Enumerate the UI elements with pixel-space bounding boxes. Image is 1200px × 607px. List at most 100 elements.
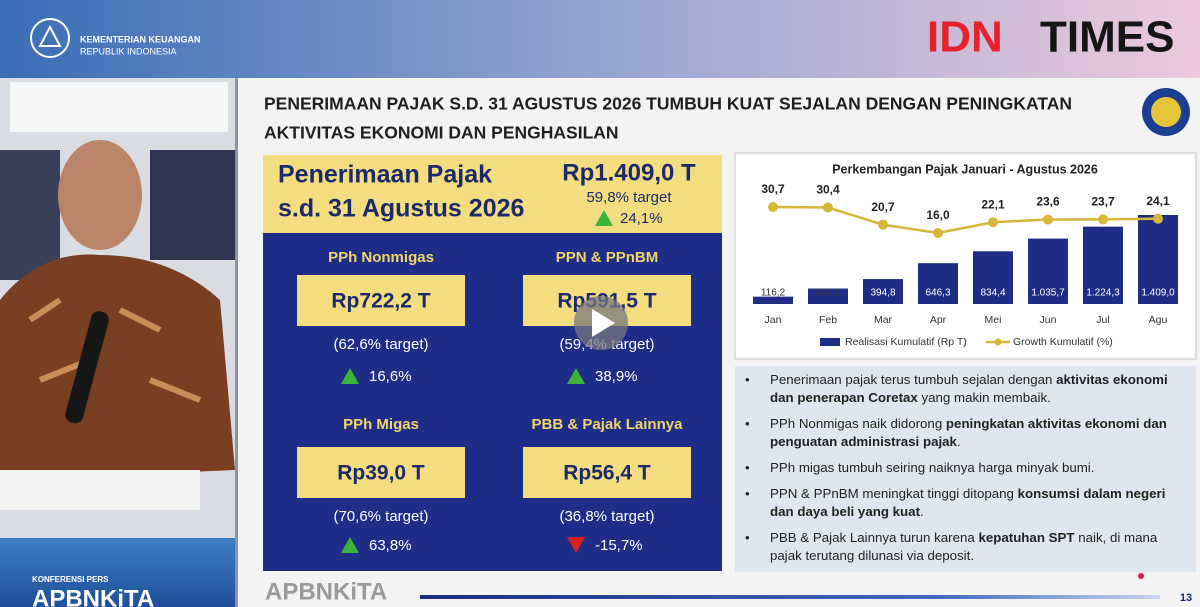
note-item: PPh migas tumbuh seiring naiknya harga m…	[742, 459, 1182, 477]
card-arrow	[567, 537, 585, 553]
note-text: PPh migas tumbuh seiring naiknya harga m…	[770, 460, 1095, 475]
ministry-logo-mark	[38, 24, 62, 47]
bar-value-label: 1.035,7	[1031, 288, 1065, 299]
bar	[863, 279, 903, 304]
growth-value-label: 20,7	[871, 200, 895, 214]
summary-arrow	[595, 210, 613, 226]
bar	[753, 296, 793, 304]
growth-point	[1043, 214, 1053, 225]
x-tick-label: Jul	[1096, 314, 1109, 326]
card-amount: Rp56,4 T	[563, 462, 651, 485]
card-target: (70,6% target)	[333, 508, 428, 525]
org-country: REPUBLIK INDONESIA	[80, 46, 177, 56]
note-item: PPh Nonmigas naik didorong peningkatan a…	[742, 415, 1182, 451]
card-growth: -15,7%	[595, 537, 643, 554]
sidebar-brand: APBNKiTA	[32, 585, 154, 607]
slide-title: PENERIMAAN PAJAK S.D. 31 AGUSTUS 2026 TU…	[264, 94, 1072, 114]
legend-swatch	[994, 338, 1002, 346]
growth-value-label: 16,0	[926, 208, 950, 222]
summary-amount: Rp1.409,0 T	[562, 159, 696, 186]
note-text: Penerimaan pajak terus tumbuh sejalan de…	[770, 372, 1057, 387]
note-text: .	[956, 434, 961, 449]
card-amount: Rp39,0 T	[337, 462, 425, 485]
bar-value-label: 245,1	[815, 288, 840, 299]
video-backdrop	[10, 82, 228, 132]
growth-point	[933, 228, 943, 238]
sidebar-event: KONFERENSI PERS	[32, 575, 109, 584]
growth-value-label: 23,7	[1091, 195, 1115, 209]
progress-bar	[420, 595, 1160, 599]
note-emphasis: peningkatan aktivitas ekonomi dan pengua…	[770, 416, 1167, 449]
chart-title: Perkembangan Pajak Januari - Agustus 202…	[832, 162, 1098, 176]
chart-box	[734, 152, 1197, 360]
card-amount-box	[297, 447, 465, 498]
header-bar	[0, 0, 1200, 78]
card-growth: 16,6%	[369, 368, 412, 385]
summary-growth: 24,1%	[620, 210, 663, 227]
x-tick-label: Agu	[1149, 314, 1168, 326]
slide-logo-inner	[1151, 97, 1181, 127]
growth-line	[772, 205, 1159, 235]
bar	[1083, 226, 1123, 304]
growth-value-label: 30,4	[816, 183, 840, 197]
legend-swatch	[820, 338, 840, 346]
note-item: PPN & PPnBM meningkat tinggi ditopang ko…	[742, 485, 1182, 521]
note-item: Penerimaan pajak terus tumbuh sejalan de…	[742, 371, 1182, 407]
legend-label: Growth Kumulatif (%)	[1013, 336, 1113, 348]
card-title: PPh Migas	[343, 416, 419, 433]
growth-point	[878, 219, 888, 230]
card-title: PPN & PPnBM	[556, 249, 659, 266]
bar	[973, 251, 1013, 304]
growth-value-label: 24,1	[1146, 194, 1170, 208]
sidebar-banner	[0, 538, 235, 607]
growth-point	[823, 202, 833, 213]
slide-title: AKTIVITAS EKONOMI DAN PENGHASILAN	[264, 123, 619, 143]
card-arrow	[341, 537, 359, 553]
summary-target: 59,8% target	[586, 189, 672, 206]
card-title: PBB & Pajak Lainnya	[532, 416, 684, 433]
note-text: naik, di mana pajak terutang dilunasi vi…	[770, 530, 1158, 563]
growth-value-label: 22,1	[981, 197, 1005, 211]
card-target: (36,8% target)	[559, 508, 654, 525]
page-number: 13	[1180, 592, 1192, 604]
notes-list: Penerimaan pajak terus tumbuh sejalan de…	[742, 371, 1182, 573]
video-microphone	[65, 311, 109, 424]
video-person-left	[0, 150, 60, 280]
card-amount-box	[523, 447, 691, 498]
bar-value-label: 646,3	[925, 288, 950, 299]
growth-point	[768, 202, 778, 212]
note-text: PPh Nonmigas naik didorong	[770, 416, 946, 431]
legend-label: Realisasi Kumulatif (Rp T)	[845, 336, 967, 348]
card-growth: 63,8%	[369, 537, 412, 554]
summary-box	[263, 155, 722, 233]
cursor-dot	[1138, 573, 1144, 579]
growth-point	[1153, 213, 1163, 224]
note-emphasis: konsumsi dalam negeri dan daya beli yang…	[770, 486, 1166, 519]
bar	[1028, 238, 1068, 304]
note-text: PPN & PPnBM meningkat tinggi ditopang	[770, 486, 1018, 501]
bar-value-label: 116,2	[761, 288, 786, 299]
x-tick-label: Mar	[874, 314, 893, 326]
ministry-logo	[30, 18, 70, 58]
x-tick-label: Jun	[1040, 314, 1057, 326]
note-emphasis: aktivitas ekonomi dan penerapan Coretax	[770, 372, 1168, 405]
bar-value-label: 834,4	[980, 288, 1005, 299]
slide-edge	[235, 78, 238, 607]
video-person-right	[150, 150, 235, 260]
bar	[1138, 215, 1178, 304]
footer-brand: APBNKiTA	[265, 578, 387, 605]
card-amount-box	[297, 275, 465, 326]
note-text: yang makin membaik.	[917, 390, 1051, 405]
card-target: (62,6% target)	[333, 336, 428, 353]
bar-value-label: 394,8	[870, 288, 895, 299]
play-icon	[592, 309, 615, 337]
summary-label: s.d. 31 Agustus 2026	[278, 195, 524, 223]
note-text: PBB & Pajak Lainnya turun karena	[770, 530, 979, 545]
brand-part-2: TIMES	[1040, 13, 1174, 62]
card-title: PPh Nonmigas	[328, 249, 434, 266]
growth-point	[1098, 214, 1108, 225]
x-tick-label: Feb	[819, 314, 837, 326]
note-item: PBB & Pajak Lainnya turun karena kepatuh…	[742, 529, 1182, 565]
